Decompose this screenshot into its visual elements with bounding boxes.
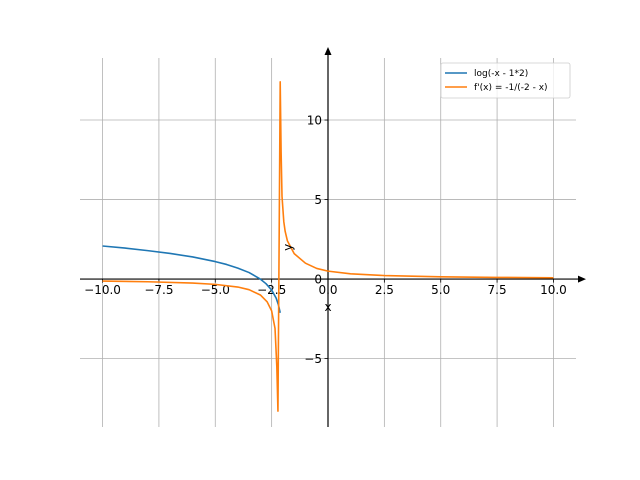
legend: log(-x - 1*2) f'(x) = -1/(-2 - x)	[440, 62, 571, 99]
x-tick-label: −7.5	[144, 283, 173, 297]
x-tick-label: 10.0	[540, 283, 567, 297]
axes	[80, 47, 586, 427]
legend-box	[440, 62, 571, 99]
legend-label: log(-x - 1*2)	[474, 69, 528, 79]
y-tick-label: 5	[314, 193, 322, 207]
x-tick-label: 5.0	[431, 283, 450, 297]
x-axis-label: x	[324, 300, 331, 314]
series-line-1	[102, 81, 554, 412]
y-axis-arrow	[324, 47, 332, 55]
series	[102, 81, 554, 412]
x-tick-label: 7.5	[488, 283, 507, 297]
y-axis-label: y	[281, 244, 295, 251]
x-tick-label: −10.0	[84, 283, 121, 297]
y-tick-label: 0	[314, 273, 322, 287]
series-line-0	[102, 245, 281, 313]
x-tick-label: 2.5	[375, 283, 394, 297]
x-tick-label: 0.0	[318, 283, 337, 297]
legend-label: f'(x) = -1/(-2 - x)	[474, 83, 548, 93]
x-axis-arrow	[578, 275, 586, 283]
y-tick-label: −5	[304, 352, 322, 366]
x-tick-label: −5.0	[201, 283, 230, 297]
y-tick-label: 10	[307, 114, 322, 128]
